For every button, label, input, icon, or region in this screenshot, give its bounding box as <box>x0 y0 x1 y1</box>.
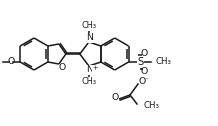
Text: N: N <box>86 66 93 74</box>
Text: O: O <box>7 57 15 66</box>
Text: CH₃: CH₃ <box>81 22 96 30</box>
Text: CH₃: CH₃ <box>143 101 159 109</box>
Text: ⁻: ⁻ <box>145 75 149 85</box>
Text: CH₃: CH₃ <box>81 77 96 87</box>
Text: O: O <box>58 63 65 72</box>
Text: O: O <box>141 49 148 57</box>
Text: +: + <box>92 66 98 71</box>
Text: N: N <box>86 34 93 42</box>
Text: O: O <box>141 67 148 75</box>
Text: S: S <box>137 57 144 67</box>
Text: CH₃: CH₃ <box>156 57 172 67</box>
Text: O: O <box>111 93 119 102</box>
Text: O: O <box>138 77 146 87</box>
